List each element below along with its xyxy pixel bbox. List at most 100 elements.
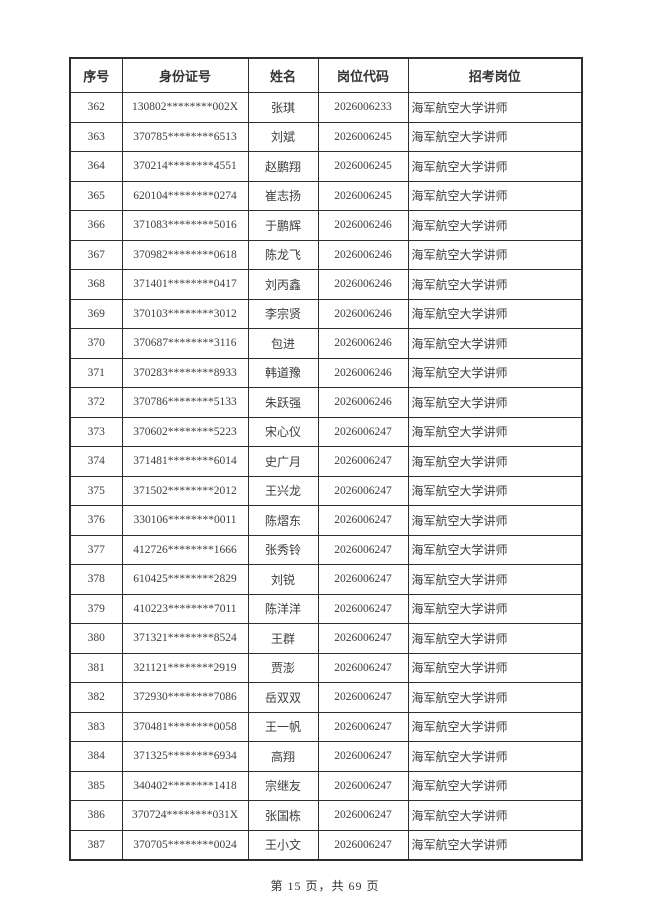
table-row: 385 340402********1418 宗继友 2026006247 海军航空大学…	[69, 770, 583, 801]
cell-position-code: 2026006247	[317, 505, 409, 536]
cell-position-code: 2026006247	[317, 416, 409, 447]
cell-position-code: 2026006247	[317, 711, 409, 742]
cell-serial-number: 378	[69, 564, 123, 595]
cell-recruit-position: 海军航空大学讲师	[407, 210, 583, 241]
cell-recruit-position: 海军航空大学讲师	[407, 800, 583, 831]
cell-position-code: 2026006247	[317, 652, 409, 683]
table-row: 368 371401********0417 刘丙鑫 2026006246 海军航空大学…	[69, 269, 583, 300]
cell-name: 刘丙鑫	[247, 269, 319, 300]
cell-serial-number: 368	[69, 269, 123, 300]
cell-recruit-position: 海军航空大学讲师	[407, 652, 583, 683]
cell-id-number: 610425********2829	[121, 564, 249, 595]
cell-name: 陈龙飞	[247, 239, 319, 270]
cell-recruit-position: 海军航空大学讲师	[407, 151, 583, 182]
cell-position-code: 2026006246	[317, 269, 409, 300]
cell-serial-number: 379	[69, 593, 123, 624]
cell-id-number: 370687********3116	[121, 328, 249, 359]
cell-name: 高翔	[247, 741, 319, 772]
cell-id-number: 130802********002X	[121, 92, 249, 123]
cell-id-number: 340402********1418	[121, 770, 249, 801]
cell-name: 张琪	[247, 92, 319, 123]
cell-serial-number: 386	[69, 800, 123, 831]
cell-position-code: 2026006246	[317, 298, 409, 329]
cell-serial-number: 375	[69, 475, 123, 506]
cell-id-number: 370214********4551	[121, 151, 249, 182]
cell-recruit-position: 海军航空大学讲师	[407, 741, 583, 772]
cell-id-number: 371325********6934	[121, 741, 249, 772]
cell-recruit-position: 海军航空大学讲师	[407, 416, 583, 447]
table-row: 376 330106********0011 陈熠东 2026006247 海军航空大学…	[69, 505, 583, 536]
header-position-code: 岗位代码	[317, 57, 409, 93]
cell-position-code: 2026006246	[317, 387, 409, 418]
table-row: 378 610425********2829 刘锐 2026006247 海军航空大学讲…	[69, 564, 583, 595]
cell-id-number: 371401********0417	[121, 269, 249, 300]
cell-serial-number: 366	[69, 210, 123, 241]
cell-id-number: 370982********0618	[121, 239, 249, 270]
cell-position-code: 2026006245	[317, 151, 409, 182]
table-row: 363 370785********6513 刘斌 2026006245 海军航空大学讲…	[69, 121, 583, 152]
cell-name: 王群	[247, 623, 319, 654]
cell-recruit-position: 海军航空大学讲师	[407, 446, 583, 477]
table-row: 374 371481********6014 史广月 2026006247 海军航空大学…	[69, 446, 583, 477]
cell-position-code: 2026006247	[317, 534, 409, 565]
cell-name: 崔志扬	[247, 180, 319, 211]
cell-serial-number: 385	[69, 770, 123, 801]
table-row: 365 620104********0274 崔志扬 2026006245 海军航空大学…	[69, 180, 583, 211]
table-row: 382 372930********7086 岳双双 2026006247 海军航空大学…	[69, 682, 583, 713]
table-row: 369 370103********3012 李宗贤 2026006246 海军航空大学…	[69, 298, 583, 329]
cell-position-code: 2026006246	[317, 210, 409, 241]
cell-name: 宗继友	[247, 770, 319, 801]
cell-serial-number: 372	[69, 387, 123, 418]
cell-name: 包进	[247, 328, 319, 359]
cell-serial-number: 373	[69, 416, 123, 447]
cell-name: 王兴龙	[247, 475, 319, 506]
cell-recruit-position: 海军航空大学讲师	[407, 121, 583, 152]
header-id-number: 身份证号	[121, 57, 249, 93]
table-row: 373 370602********5223 宋心仪 2026006247 海军航空大学…	[69, 416, 583, 447]
cell-id-number: 371083********5016	[121, 210, 249, 241]
cell-position-code: 2026006245	[317, 180, 409, 211]
cell-recruit-position: 海军航空大学讲师	[407, 475, 583, 506]
cell-id-number: 370602********5223	[121, 416, 249, 447]
cell-serial-number: 384	[69, 741, 123, 772]
cell-name: 岳双双	[247, 682, 319, 713]
cell-serial-number: 377	[69, 534, 123, 565]
cell-position-code: 2026006247	[317, 800, 409, 831]
cell-recruit-position: 海军航空大学讲师	[407, 180, 583, 211]
table-row: 366 371083********5016 于鹏辉 2026006246 海军航空大学…	[69, 210, 583, 241]
cell-id-number: 370785********6513	[121, 121, 249, 152]
cell-id-number: 321121********2919	[121, 652, 249, 683]
cell-serial-number: 363	[69, 121, 123, 152]
cell-id-number: 370786********5133	[121, 387, 249, 418]
cell-name: 王小文	[247, 829, 319, 861]
cell-name: 李宗贤	[247, 298, 319, 329]
cell-serial-number: 371	[69, 357, 123, 388]
cell-recruit-position: 海军航空大学讲师	[407, 682, 583, 713]
cell-name: 王一帆	[247, 711, 319, 742]
cell-recruit-position: 海军航空大学讲师	[407, 269, 583, 300]
table-row: 370 370687********3116 包进 2026006246 海军航空大学讲…	[69, 328, 583, 359]
cell-id-number: 330106********0011	[121, 505, 249, 536]
cell-position-code: 2026006247	[317, 682, 409, 713]
cell-name: 刘锐	[247, 564, 319, 595]
table-row: 367 370982********0618 陈龙飞 2026006246 海军航空大学…	[69, 239, 583, 270]
cell-recruit-position: 海军航空大学讲师	[407, 505, 583, 536]
table-row: 375 371502********2012 王兴龙 2026006247 海军航空大学…	[69, 475, 583, 506]
table-header-row: 序号 身份证号 姓名 岗位代码 招考岗位	[69, 57, 583, 93]
cell-position-code: 2026006246	[317, 239, 409, 270]
cell-position-code: 2026006247	[317, 829, 409, 861]
cell-serial-number: 364	[69, 151, 123, 182]
cell-serial-number: 365	[69, 180, 123, 211]
cell-recruit-position: 海军航空大学讲师	[407, 357, 583, 388]
cell-name: 赵鹏翔	[247, 151, 319, 182]
cell-name: 史广月	[247, 446, 319, 477]
candidate-roster-table: 序号 身份证号 姓名 岗位代码 招考岗位 362 130802********00…	[69, 57, 583, 861]
header-serial-number: 序号	[69, 57, 123, 93]
cell-recruit-position: 海军航空大学讲师	[407, 534, 583, 565]
cell-id-number: 371502********2012	[121, 475, 249, 506]
cell-name: 于鹏辉	[247, 210, 319, 241]
cell-recruit-position: 海军航空大学讲师	[407, 298, 583, 329]
cell-id-number: 620104********0274	[121, 180, 249, 211]
cell-recruit-position: 海军航空大学讲师	[407, 770, 583, 801]
cell-position-code: 2026006245	[317, 121, 409, 152]
